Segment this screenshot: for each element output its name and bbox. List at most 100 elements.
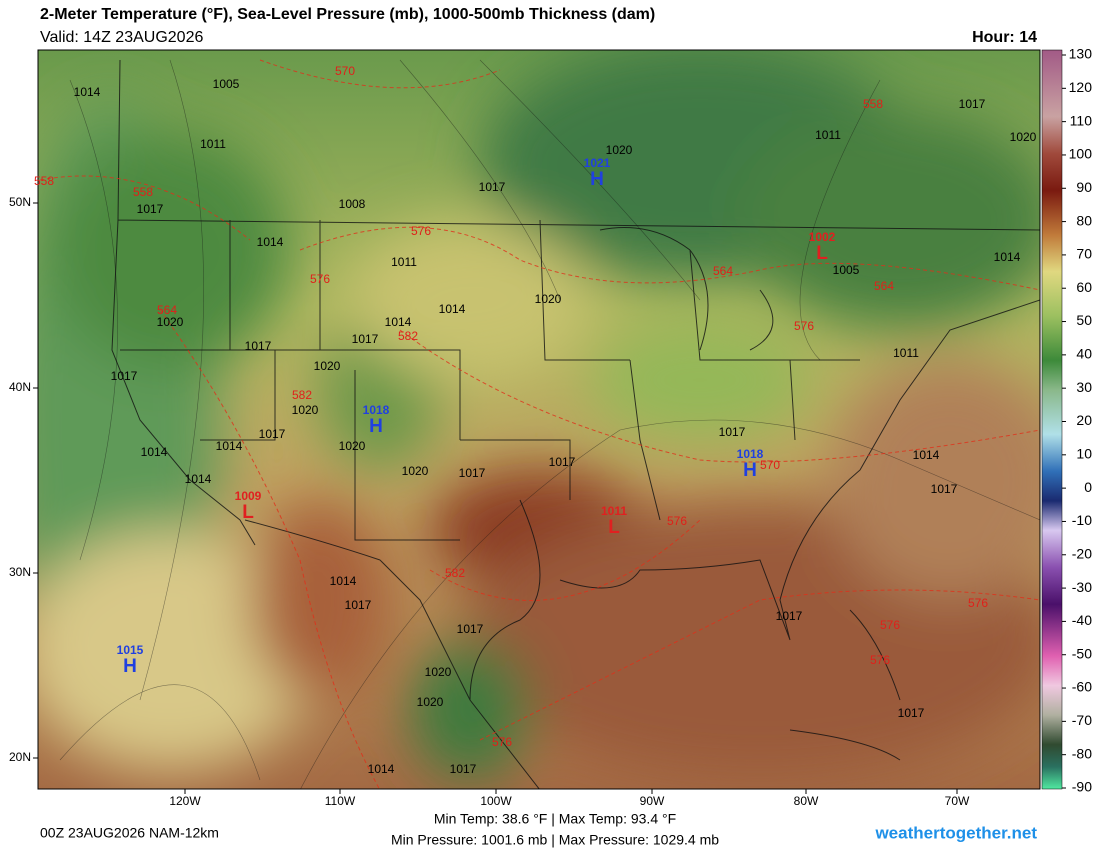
thickness-label: 582 — [398, 329, 418, 343]
colorbar-tick-label: -30 — [1072, 579, 1092, 595]
colorbar-tick-label: 90 — [1076, 179, 1092, 195]
center-pressure: 1021 — [584, 156, 611, 170]
isobar-label: 1014 — [994, 250, 1021, 264]
isobar-label: 1017 — [931, 482, 958, 496]
isobar-label: 1011 — [815, 128, 841, 142]
isobar-label: 1020 — [606, 143, 633, 157]
lon-label: 70W — [945, 794, 970, 808]
center-symbol: H — [743, 460, 757, 481]
isobar-label: 1020 — [292, 403, 319, 417]
colorbar-tick-label: -70 — [1072, 712, 1092, 728]
isobar-label: 1014 — [185, 472, 212, 486]
thickness-label: 558 — [863, 97, 883, 111]
isobar-label: 1017 — [898, 706, 925, 720]
lon-label: 110W — [325, 794, 356, 808]
thickness-label: 582 — [445, 566, 465, 580]
isobar-label: 1017 — [479, 180, 506, 194]
isobar-label: 1017 — [259, 427, 286, 441]
isobar-label: 1020 — [402, 464, 429, 478]
lon-label: 100W — [480, 794, 512, 808]
isobar-label: 1011 — [391, 255, 417, 269]
isobar-label: 1017 — [352, 332, 379, 346]
pressure-stats: Min Pressure: 1001.6 mb | Max Pressure: … — [391, 832, 719, 848]
thickness-label: 576 — [968, 596, 988, 610]
colorbar — [1041, 49, 1063, 790]
isobar-label: 1017 — [457, 622, 484, 636]
map-frame — [37, 49, 1041, 790]
isobar-label: 1020 — [417, 695, 444, 709]
isobar-label: 1011 — [893, 346, 919, 360]
colorbar-tick-label: 60 — [1076, 279, 1092, 295]
isobar-label: 1020 — [1010, 130, 1037, 144]
isobar-label: 1017 — [137, 202, 164, 216]
isobar-label: 1020 — [425, 665, 452, 679]
thickness-label: 558 — [133, 185, 153, 199]
forecast-hour: Hour: 14 — [972, 29, 1037, 46]
isobar-label: 1017 — [459, 466, 486, 480]
colorbar-tick-label: -20 — [1072, 545, 1092, 561]
thickness-label: 558 — [34, 174, 54, 188]
thickness-label: 576 — [870, 653, 890, 667]
colorbar-tick-label: 0 — [1084, 479, 1092, 495]
isobar-label: 1005 — [833, 263, 860, 277]
center-symbol: H — [123, 656, 137, 677]
colorbar-tick-label: 10 — [1076, 446, 1092, 462]
thickness-label: 564 — [157, 303, 177, 317]
colorbar-tick-label: 30 — [1076, 379, 1092, 395]
center-symbol: H — [369, 416, 383, 437]
colorbar-tick-label: 100 — [1069, 146, 1093, 162]
site-link[interactable]: weathertogether.net — [874, 823, 1037, 842]
isobar-label: 1014 — [74, 85, 101, 99]
title: 2-Meter Temperature (°F), Sea-Level Pres… — [40, 6, 655, 23]
isobar-label: 1017 — [450, 762, 477, 776]
isobar-label: 1017 — [959, 97, 986, 111]
colorbar-tick-label: -60 — [1072, 679, 1092, 695]
isobar-label: 1014 — [257, 235, 284, 249]
colorbar-tick-label: -40 — [1072, 612, 1092, 628]
isobar-label: 1017 — [345, 598, 372, 612]
isobar-label: 1017 — [776, 609, 803, 623]
colorbar-tick-label: 70 — [1076, 246, 1092, 262]
lon-label: 120W — [169, 794, 201, 808]
lat-label: 30N — [9, 565, 31, 579]
center-symbol: H — [590, 169, 604, 190]
isobar-label: 1014 — [368, 762, 395, 776]
isobar-label: 1017 — [719, 425, 746, 439]
model-run: 00Z 23AUG2026 NAM-12km — [40, 825, 219, 841]
colorbar-tick-label: 110 — [1070, 112, 1093, 128]
lat-label: 40N — [9, 380, 31, 394]
isobar-label: 1020 — [314, 359, 341, 373]
colorbar-tick-label: -80 — [1072, 745, 1092, 761]
isobar-label: 1011 — [200, 137, 226, 151]
temp-stats: Min Temp: 38.6 °F | Max Temp: 93.4 °F — [434, 811, 676, 827]
isobar-label: 1017 — [245, 339, 272, 353]
colorbar-tick-label: 120 — [1069, 79, 1093, 95]
lon-label: 90W — [640, 794, 665, 808]
isobar-label: 1014 — [439, 302, 466, 316]
thickness-label: 576 — [411, 224, 431, 238]
isobar-label: 1014 — [385, 315, 412, 329]
lat-label: 20N — [9, 750, 31, 764]
thickness-label: 576 — [310, 272, 330, 286]
colorbar-tick-label: -90 — [1072, 779, 1092, 795]
isobar-label: 1014 — [141, 445, 168, 459]
center-pressure: 1018 — [737, 447, 764, 461]
map — [38, 50, 1040, 789]
lat-label: 50N — [9, 195, 31, 209]
isobar-label: 1020 — [157, 315, 184, 329]
isobar-label: 1008 — [339, 197, 366, 211]
center-pressure: 1009 — [235, 489, 262, 503]
isobar-label: 1014 — [216, 439, 243, 453]
colorbar-tick-label: 20 — [1076, 412, 1092, 428]
center-symbol: L — [816, 243, 828, 264]
colorbar-tick-label: 130 — [1069, 46, 1093, 62]
thickness-label: 564 — [713, 264, 733, 278]
thickness-label: 570 — [335, 64, 355, 78]
colorbar-tick-label: 80 — [1076, 212, 1092, 228]
isobar-label: 1020 — [535, 292, 562, 306]
isobar-label: 1020 — [339, 439, 366, 453]
center-pressure: 1011 — [601, 504, 627, 518]
isobar-label: 1017 — [111, 369, 138, 383]
center-pressure: 1015 — [117, 643, 144, 657]
